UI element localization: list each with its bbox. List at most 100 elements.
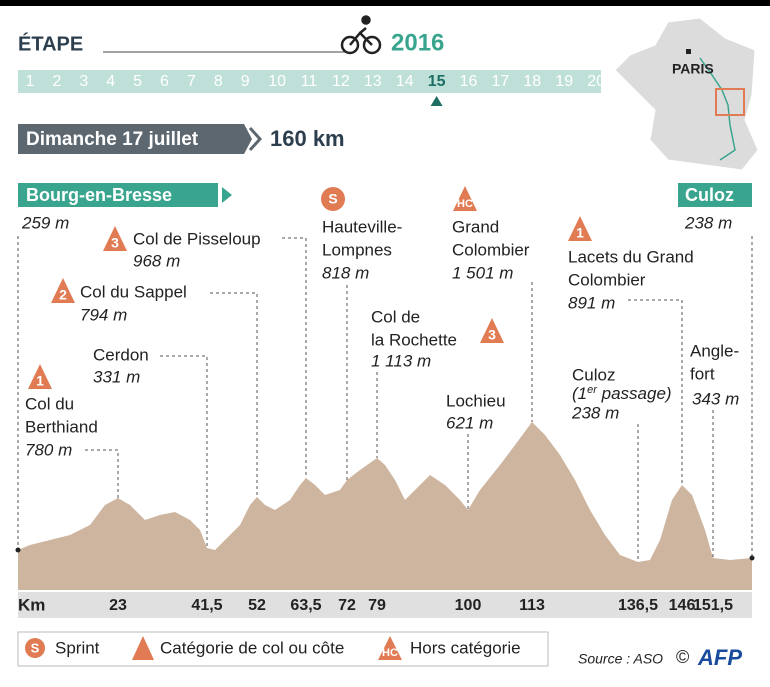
leader-line xyxy=(282,237,307,478)
point-name: Col du xyxy=(25,394,74,413)
legend-hc-icon xyxy=(378,636,402,660)
climb-badge xyxy=(453,186,477,211)
stage-number: 17 xyxy=(492,73,510,90)
year: 2016 xyxy=(391,29,444,56)
km-tick-label: 146 xyxy=(669,597,696,614)
km-tick-label: 151,5 xyxy=(693,597,733,614)
km-tick-label: 113 xyxy=(519,597,545,614)
finish-name: Culoz xyxy=(685,185,734,205)
cyclist-icon xyxy=(340,15,382,55)
point-altitude: 1 113 m xyxy=(371,351,431,370)
leader-line xyxy=(85,449,119,498)
climb-badge xyxy=(103,226,127,251)
stage-label: ÉTAPE xyxy=(18,32,83,55)
stage-number: 3 xyxy=(79,73,88,90)
map-label: PARIS xyxy=(672,61,714,77)
note-part: er xyxy=(587,384,598,396)
stage-number: 9 xyxy=(241,73,250,90)
point-name: Angle- xyxy=(690,341,739,360)
leader-line xyxy=(628,299,683,485)
note-part: (1 xyxy=(572,384,587,403)
start-altitude: 259 m xyxy=(21,213,69,232)
legend-hc-icon-text: HC xyxy=(382,647,398,659)
stage-number: 8 xyxy=(214,73,223,90)
legend-sprint-icon-text: S xyxy=(31,640,40,655)
stage-number: 19 xyxy=(555,73,573,90)
point-altitude: 794 m xyxy=(80,305,127,324)
km-tick-label: 41,5 xyxy=(191,597,222,614)
stage-number: 20 xyxy=(587,73,605,90)
distance: 160 km xyxy=(270,126,345,151)
note-part: passage) xyxy=(597,384,672,403)
km-tick-label: 72 xyxy=(338,597,356,614)
start-name: Bourg-en-Bresse xyxy=(26,185,172,205)
date-arrow xyxy=(248,126,263,152)
point-name: Hauteville- xyxy=(322,217,402,236)
badge-text: 3 xyxy=(111,235,119,251)
km-band xyxy=(18,592,752,618)
climb-badge xyxy=(28,364,52,389)
stage-number: 15 xyxy=(428,73,446,90)
climb-badge xyxy=(568,216,592,241)
date: Dimanche 17 juillet xyxy=(26,129,199,150)
point-name: Culoz xyxy=(572,365,615,384)
copyright: © xyxy=(676,647,689,667)
point-name: la Rochette xyxy=(371,330,457,349)
stage-number: 16 xyxy=(460,73,478,90)
point-name: Cerdon xyxy=(93,345,149,364)
point-name: Lochieu xyxy=(446,391,506,410)
legend-category-icon xyxy=(132,636,154,660)
finish-altitude: 238 m xyxy=(684,213,732,232)
stage-number: 6 xyxy=(160,73,169,90)
point-name: Grand xyxy=(452,217,499,236)
point-altitude: 238 m xyxy=(571,403,619,422)
finish-dot xyxy=(749,555,755,561)
stage-number: 18 xyxy=(523,73,541,90)
legend-sprint: Sprint xyxy=(55,638,100,657)
badge-text: 1 xyxy=(36,373,44,389)
point-name: Berthiand xyxy=(25,417,98,436)
stage-number: 7 xyxy=(187,73,196,90)
km-label: Km xyxy=(18,595,45,614)
legend-sprint-icon xyxy=(25,638,45,658)
point-altitude: 818 m xyxy=(322,263,369,282)
point-name: Lacets du Grand xyxy=(568,247,694,266)
km-tick-label: 23 xyxy=(109,597,127,614)
badge-text: 1 xyxy=(576,225,584,241)
stage-number: 5 xyxy=(133,73,142,90)
start-dot xyxy=(15,547,21,553)
start-box xyxy=(18,183,218,207)
point-altitude: 780 m xyxy=(25,440,72,459)
stage-number: 14 xyxy=(396,73,414,90)
point-name: Colombier xyxy=(568,270,646,289)
stage-number: 4 xyxy=(106,73,115,90)
stage-number: 11 xyxy=(301,73,318,90)
sprint-badge xyxy=(321,187,345,211)
badge-text: 3 xyxy=(488,327,496,343)
stage-number: 10 xyxy=(268,73,286,90)
badge-text: HC xyxy=(457,198,473,210)
point-name: Col de xyxy=(371,307,420,326)
legend-hc: Hors catégorie xyxy=(410,638,521,657)
point-name: Colombier xyxy=(452,240,530,259)
climb-badge xyxy=(51,278,75,303)
stage-marker xyxy=(430,96,443,106)
point-altitude: 891 m xyxy=(568,293,615,312)
km-tick-label: 100 xyxy=(455,597,482,614)
elevation-profile xyxy=(18,422,752,590)
km-tick-label: 52 xyxy=(248,597,266,614)
climb-badge xyxy=(480,318,504,343)
stage-number: 1 xyxy=(26,73,35,90)
top-bar xyxy=(0,0,770,6)
stage-number: 2 xyxy=(52,73,61,90)
date-box xyxy=(18,124,252,154)
start-arrow xyxy=(222,187,232,203)
km-tick-label: 63,5 xyxy=(290,597,321,614)
point-altitude: 1 501 m xyxy=(452,263,513,282)
stage-number: 12 xyxy=(332,73,350,90)
point-altitude: 621 m xyxy=(446,413,493,432)
point-altitude: 968 m xyxy=(133,251,180,270)
leader-line xyxy=(160,355,208,548)
point-name: Col de Pisseloup xyxy=(133,229,261,248)
